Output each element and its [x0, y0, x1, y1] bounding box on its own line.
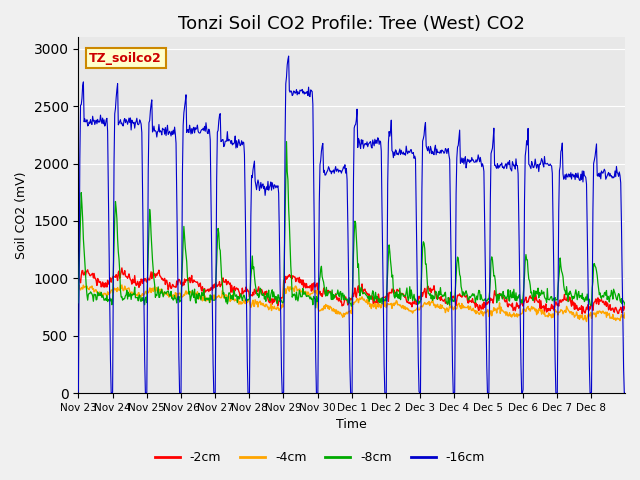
- X-axis label: Time: Time: [337, 419, 367, 432]
- Text: TZ_soilco2: TZ_soilco2: [90, 51, 162, 65]
- Y-axis label: Soil CO2 (mV): Soil CO2 (mV): [15, 171, 28, 259]
- Title: Tonzi Soil CO2 Profile: Tree (West) CO2: Tonzi Soil CO2 Profile: Tree (West) CO2: [179, 15, 525, 33]
- Legend: -2cm, -4cm, -8cm, -16cm: -2cm, -4cm, -8cm, -16cm: [150, 446, 490, 469]
